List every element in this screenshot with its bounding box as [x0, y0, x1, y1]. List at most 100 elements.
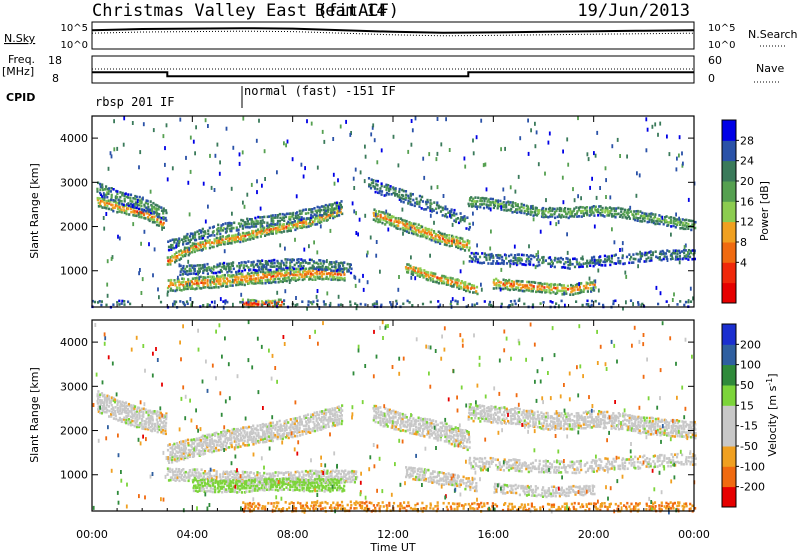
- heatmap-cell: [157, 431, 159, 434]
- heatmap-cell: [116, 301, 118, 304]
- heatmap-cell: [386, 218, 388, 221]
- heatmap-cell: [407, 267, 409, 270]
- heatmap-cell: [676, 303, 678, 306]
- heatmap-cell: [414, 205, 416, 208]
- heatmap-cell: [599, 255, 601, 258]
- heatmap-cell: [213, 272, 215, 275]
- heatmap-cell: [261, 482, 263, 485]
- heatmap-cell: [260, 235, 262, 238]
- scatter-cell: [330, 203, 332, 207]
- heatmap-cell: [224, 277, 226, 280]
- scatter-cell: [437, 152, 439, 156]
- heatmap-cell: [225, 266, 227, 269]
- heatmap-cell: [259, 472, 261, 475]
- heatmap-cell: [298, 429, 300, 432]
- heatmap-cell: [551, 288, 553, 291]
- heatmap-cell: [545, 208, 547, 211]
- heatmap-cell: [243, 237, 245, 240]
- scatter-cell: [242, 117, 244, 121]
- heatmap-cell: [278, 433, 280, 436]
- heatmap-cell: [506, 286, 508, 289]
- scatter-cell: [611, 227, 613, 231]
- heatmap-cell: [235, 481, 237, 484]
- heatmap-cell: [110, 199, 112, 202]
- heatmap-cell: [251, 225, 253, 228]
- heatmap-cell: [602, 207, 604, 210]
- heatmap-cell: [475, 203, 477, 206]
- scatter-cell: [332, 208, 334, 212]
- heatmap-cell: [481, 203, 483, 206]
- heatmap-cell: [168, 249, 170, 252]
- heatmap-cell: [248, 474, 250, 477]
- heatmap-cell: [174, 474, 176, 477]
- heatmap-cell: [276, 478, 278, 481]
- scatter-cell: [577, 194, 579, 198]
- scatter-cell: [563, 200, 565, 204]
- heatmap-cell: [309, 278, 311, 281]
- scatter-cell: [632, 302, 634, 306]
- heatmap-cell: [615, 262, 617, 265]
- heatmap-cell: [232, 482, 234, 485]
- scatter-cell: [224, 249, 226, 253]
- heatmap-cell: [141, 211, 143, 214]
- heatmap-cell: [283, 432, 285, 435]
- heatmap-cell: [125, 210, 127, 213]
- heatmap-cell: [267, 279, 269, 282]
- scatter-cell: [338, 206, 340, 210]
- heatmap-cell: [226, 285, 228, 288]
- heatmap-cell: [257, 432, 259, 435]
- heatmap-cell: [283, 303, 285, 306]
- heatmap-cell: [554, 217, 556, 220]
- heatmap-cell: [252, 430, 254, 433]
- heatmap-cell: [241, 480, 243, 483]
- scatter-cell: [375, 254, 377, 258]
- heatmap-cell: [334, 211, 336, 214]
- heatmap-cell: [343, 267, 345, 270]
- scatter-cell: [353, 209, 355, 213]
- heatmap-cell: [279, 486, 281, 489]
- heatmap-cell: [311, 223, 313, 226]
- heatmap-cell: [238, 222, 240, 225]
- heatmap-cell: [216, 444, 218, 447]
- scatter-cell: [518, 175, 520, 179]
- heatmap-cell: [283, 230, 285, 233]
- heatmap-cell: [175, 468, 177, 471]
- heatmap-cell: [283, 477, 285, 480]
- heatmap-cell: [239, 241, 241, 244]
- heatmap-cell: [311, 208, 313, 211]
- heatmap-cell: [464, 283, 466, 286]
- heatmap-cell: [483, 261, 485, 264]
- heatmap-cell: [214, 434, 216, 437]
- heatmap-cell: [134, 210, 136, 213]
- heatmap-cell: [316, 481, 318, 484]
- scatter-cell: [588, 157, 590, 161]
- heatmap-cell: [108, 190, 110, 193]
- scatter-cell: [527, 119, 529, 123]
- heatmap-cell: [207, 229, 209, 232]
- heatmap-cell: [518, 280, 520, 283]
- heatmap-cell: [340, 200, 342, 203]
- heatmap-cell: [405, 197, 407, 200]
- heatmap-cell: [283, 216, 285, 219]
- heatmap-cell: [199, 481, 201, 484]
- heatmap-cell: [182, 440, 184, 443]
- heatmap-cell: [435, 241, 437, 244]
- heatmap-cell: [614, 216, 616, 219]
- scatter-cell: [330, 229, 332, 233]
- heatmap-cell: [293, 217, 295, 220]
- heatmap-cell: [174, 303, 176, 306]
- scatter-cell: [107, 294, 109, 298]
- heatmap-cell: [229, 280, 231, 283]
- heatmap-cell: [151, 415, 153, 418]
- heatmap-cell: [284, 274, 286, 277]
- heatmap-cell: [632, 261, 634, 264]
- heatmap-cell: [483, 207, 485, 210]
- heatmap-cell: [307, 413, 309, 416]
- heatmap-cell: [157, 421, 159, 424]
- heatmap-cell: [235, 239, 237, 242]
- heatmap-cell: [165, 424, 167, 427]
- heatmap-cell: [523, 290, 525, 293]
- heatmap-cell: [217, 480, 219, 483]
- heatmap-cell: [220, 229, 222, 232]
